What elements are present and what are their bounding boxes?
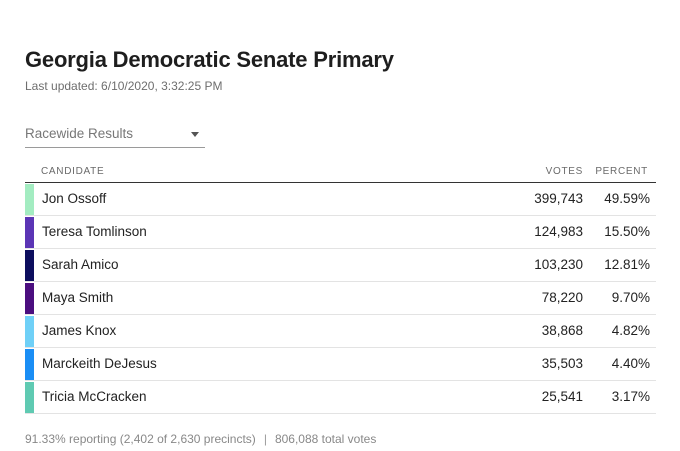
results-table: CANDIDATE VOTES PERCENT Jon Ossoff 399,7… [25,162,656,414]
footer-separator: | [263,432,267,446]
candidate-votes: 399,743 [534,191,583,206]
candidate-color-swatch [25,349,34,380]
candidate-percent: 49.59% [604,191,650,206]
reporting-footer: 91.33% reporting (2,402 of 2,630 precinc… [25,432,376,446]
candidate-votes: 25,541 [541,389,583,404]
table-row: Teresa Tomlinson 124,983 15.50% [25,216,656,249]
candidate-percent: 4.40% [611,356,650,371]
candidate-color-swatch [25,250,34,281]
candidate-votes: 38,868 [541,323,583,338]
candidate-votes: 124,983 [534,224,583,239]
candidate-color-swatch [25,217,34,248]
candidate-name: Marckeith DeJesus [42,356,157,371]
table-row: Jon Ossoff 399,743 49.59% [25,183,656,216]
candidate-color-swatch [25,316,34,347]
chevron-down-icon [191,132,199,137]
table-row: Marckeith DeJesus 35,503 4.40% [25,348,656,381]
column-header-candidate: CANDIDATE [41,166,105,177]
column-header-votes: VOTES [545,166,583,177]
candidate-percent: 4.82% [611,323,650,338]
candidate-percent: 12.81% [604,257,650,272]
candidate-name: Maya Smith [42,290,114,305]
candidate-votes: 78,220 [541,290,583,305]
candidate-percent: 3.17% [611,389,650,404]
candidate-votes: 103,230 [534,257,583,272]
candidate-name: Teresa Tomlinson [42,224,147,239]
page-title: Georgia Democratic Senate Primary [25,47,394,72]
candidate-name: Jon Ossoff [42,191,107,206]
candidate-color-swatch [25,382,34,413]
candidate-percent: 15.50% [604,224,650,239]
column-header-percent: PERCENT [595,166,648,177]
candidate-name: Tricia McCracken [42,389,147,404]
candidate-percent: 9.70% [611,290,650,305]
total-votes: 806,088 total votes [274,432,377,446]
candidate-name: James Knox [42,323,117,338]
table-row: James Knox 38,868 4.82% [25,315,656,348]
candidate-color-swatch [25,184,34,215]
reporting-status: 91.33% reporting (2,402 of 2,630 precinc… [25,432,256,446]
table-row: Sarah Amico 103,230 12.81% [25,249,656,282]
dropdown-selected-label: Racewide Results [25,126,134,141]
candidate-color-swatch [25,283,34,314]
table-header: CANDIDATE VOTES PERCENT [25,162,656,183]
candidate-name: Sarah Amico [42,257,119,272]
table-row: Tricia McCracken 25,541 3.17% [25,381,656,414]
table-row: Maya Smith 78,220 9.70% [25,282,656,315]
last-updated-timestamp: Last updated: 6/10/2020, 3:32:25 PM [25,79,223,93]
candidate-votes: 35,503 [541,356,583,371]
results-scope-dropdown[interactable]: Racewide Results [25,119,205,148]
